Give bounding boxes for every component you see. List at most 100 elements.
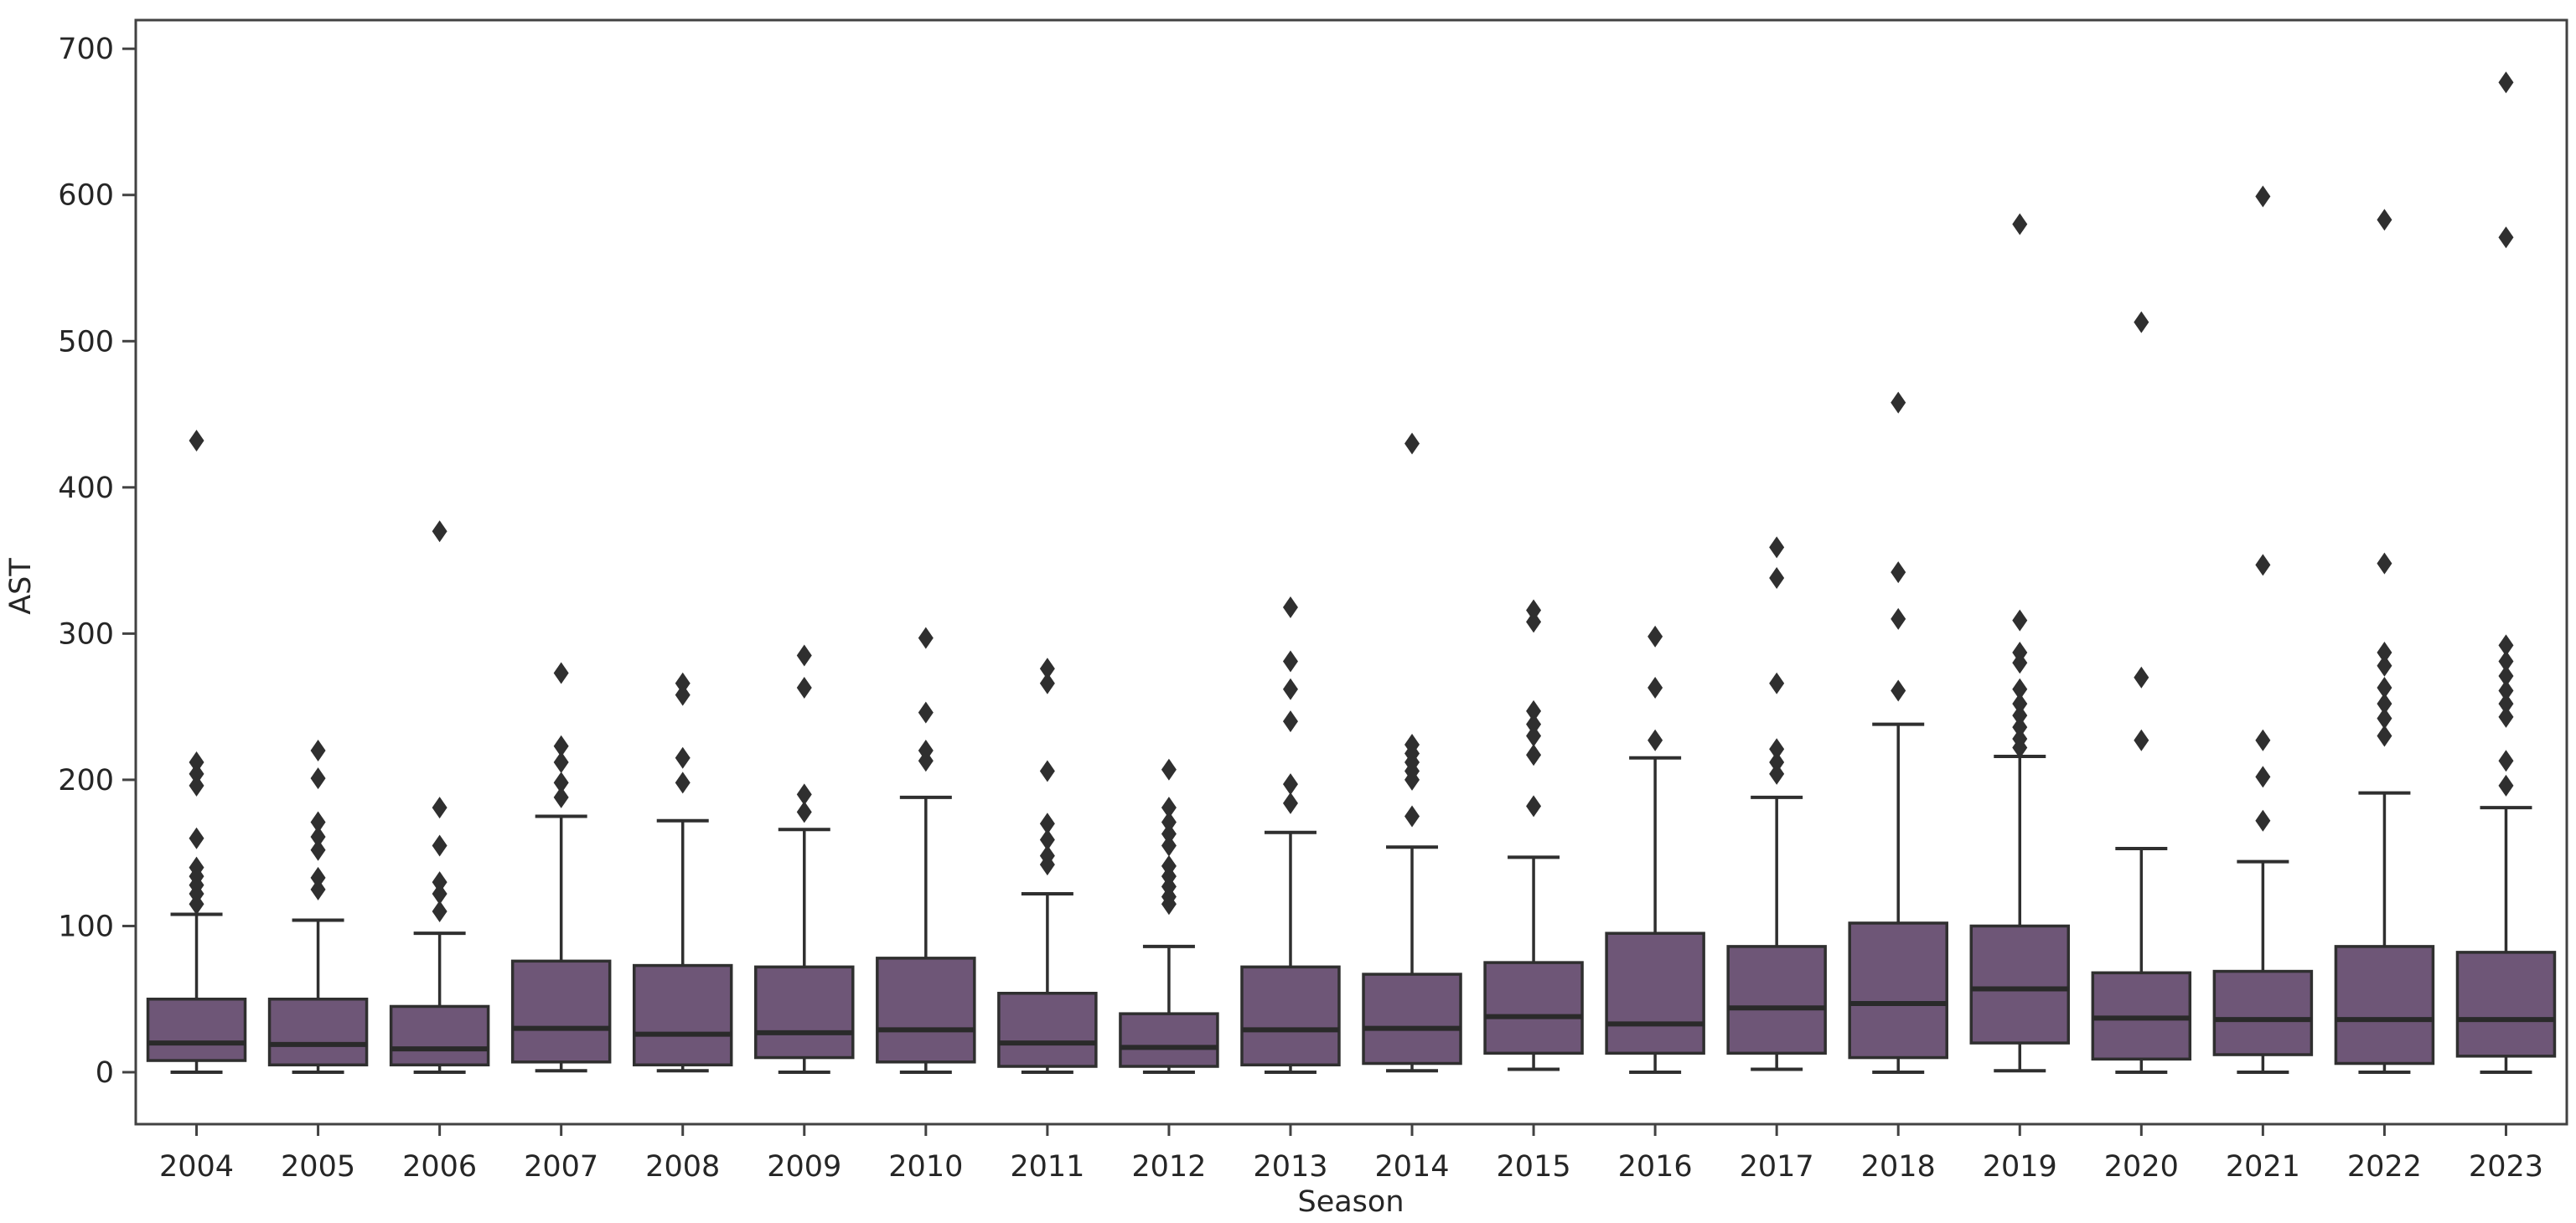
x-tick-label: 2022 <box>2347 1150 2422 1184</box>
box-rect-2015 <box>1483 961 1584 1055</box>
y-tick-label: 100 <box>58 910 114 943</box>
outlier-point-2004 <box>189 762 204 785</box>
outlier-point-2013 <box>1282 710 1298 733</box>
x-tick-label: 2014 <box>1374 1150 1449 1184</box>
y-tick-label: 0 <box>96 1056 114 1090</box>
outlier-point-2006 <box>432 797 447 819</box>
outlier-point-2012 <box>1161 834 1177 857</box>
outlier-point-2020 <box>2134 311 2149 333</box>
outlier-point-2017 <box>1769 751 1785 773</box>
box-rect-2006 <box>389 1004 490 1067</box>
x-tick-label: 2023 <box>2469 1150 2543 1184</box>
outlier-point-2011 <box>1039 844 1055 867</box>
outlier-point-2022 <box>2377 725 2392 747</box>
outlier-point-2016 <box>1648 625 1663 648</box>
outlier-point-2023 <box>2498 650 2514 673</box>
x-tick-label: 2012 <box>1131 1150 1206 1184</box>
outlier-point-2007 <box>553 786 569 808</box>
outlier-point-2018 <box>1891 391 1906 414</box>
x-tick-label: 2016 <box>1618 1150 1693 1184</box>
outlier-point-2020 <box>2134 666 2149 689</box>
outlier-point-2010 <box>918 740 934 762</box>
outlier-point-2005 <box>310 825 326 848</box>
outlier-point-2019 <box>2012 678 2028 700</box>
outlier-point-2006 <box>432 900 447 923</box>
outlier-point-2023 <box>2498 693 2514 715</box>
outlier-point-2013 <box>1282 792 1298 814</box>
x-tick-label: 2005 <box>281 1150 355 1184</box>
outlier-point-2012 <box>1161 758 1177 781</box>
outlier-point-2005 <box>310 866 326 889</box>
x-tick-label: 2007 <box>524 1150 598 1184</box>
box-rect-2009 <box>754 965 855 1060</box>
outlier-point-2022 <box>2377 676 2392 699</box>
outlier-point-2009 <box>796 783 812 806</box>
outlier-point-2021 <box>2255 809 2271 832</box>
box-rect-2007 <box>510 959 612 1064</box>
outlier-point-2005 <box>310 740 326 762</box>
outlier-point-2006 <box>432 834 447 857</box>
plot-marks: 0 100 200 300 400 500 600 700 2004 2005 2006 2007 20… <box>58 18 2568 1184</box>
outlier-point-2019 <box>2012 609 2028 632</box>
outlier-point-2023 <box>2498 750 2514 772</box>
outlier-point-2008 <box>675 771 691 794</box>
outlier-point-2022 <box>2377 654 2392 677</box>
outlier-point-2023 <box>2498 774 2514 797</box>
outlier-point-2012 <box>1161 811 1177 833</box>
box-rect-2019 <box>1969 924 2071 1045</box>
x-tick-label: 2019 <box>1983 1150 2057 1184</box>
x-tick-label: 2017 <box>1740 1150 1814 1184</box>
x-tick-label: 2013 <box>1253 1150 1327 1184</box>
y-axis-label: AST <box>4 558 38 615</box>
outlier-point-2017 <box>1769 738 1785 761</box>
outlier-point-2012 <box>1161 823 1177 845</box>
box-rect-2014 <box>1362 973 1462 1066</box>
outlier-point-2011 <box>1039 813 1055 835</box>
box-rect-2013 <box>1240 965 1341 1067</box>
box-rect-2023 <box>2455 951 2557 1058</box>
outlier-point-2019 <box>2012 642 2028 664</box>
outlier-point-2013 <box>1282 596 1298 618</box>
x-tick-label: 2006 <box>402 1150 477 1184</box>
outlier-point-2007 <box>553 771 569 794</box>
outlier-point-2019 <box>2012 213 2028 235</box>
outlier-point-2007 <box>553 751 569 773</box>
outlier-point-2011 <box>1039 658 1055 680</box>
outlier-point-2007 <box>553 735 569 757</box>
outlier-point-2023 <box>2498 226 2514 249</box>
outlier-point-2021 <box>2255 729 2271 751</box>
outlier-point-2015 <box>1526 699 1542 722</box>
box-rect-2018 <box>1848 921 1948 1060</box>
outlier-point-2015 <box>1526 611 1542 633</box>
outlier-point-2017 <box>1769 762 1785 785</box>
outlier-point-2006 <box>432 871 447 894</box>
outlier-point-2018 <box>1891 607 1906 630</box>
outlier-point-2023 <box>2498 705 2514 728</box>
outlier-point-2016 <box>1648 676 1663 699</box>
outlier-point-2021 <box>2255 185 2271 208</box>
outlier-point-2023 <box>2498 634 2514 657</box>
outlier-point-2021 <box>2255 766 2271 788</box>
outlier-point-2022 <box>2377 209 2392 231</box>
x-tick-label: 2011 <box>1010 1150 1084 1184</box>
outlier-point-2005 <box>310 767 326 790</box>
outlier-point-2022 <box>2377 707 2392 730</box>
x-tick-label: 2020 <box>2104 1150 2179 1184</box>
y-tick-label: 300 <box>58 617 114 651</box>
x-tick-label: 2009 <box>767 1150 841 1184</box>
outlier-point-2004 <box>189 751 204 773</box>
box-rect-2017 <box>1726 945 1827 1055</box>
outlier-point-2015 <box>1526 725 1542 747</box>
box-rect-2005 <box>267 997 369 1067</box>
outlier-point-2008 <box>675 672 691 694</box>
x-tick-label: 2021 <box>2226 1150 2300 1184</box>
outlier-point-2019 <box>2012 728 2028 751</box>
outlier-point-2019 <box>2012 704 2028 727</box>
x-tick-label: 2015 <box>1497 1150 1571 1184</box>
outlier-point-2020 <box>2134 729 2149 751</box>
box-rect-2008 <box>632 963 733 1067</box>
outlier-point-2017 <box>1769 536 1785 559</box>
outlier-point-2019 <box>2012 693 2028 715</box>
